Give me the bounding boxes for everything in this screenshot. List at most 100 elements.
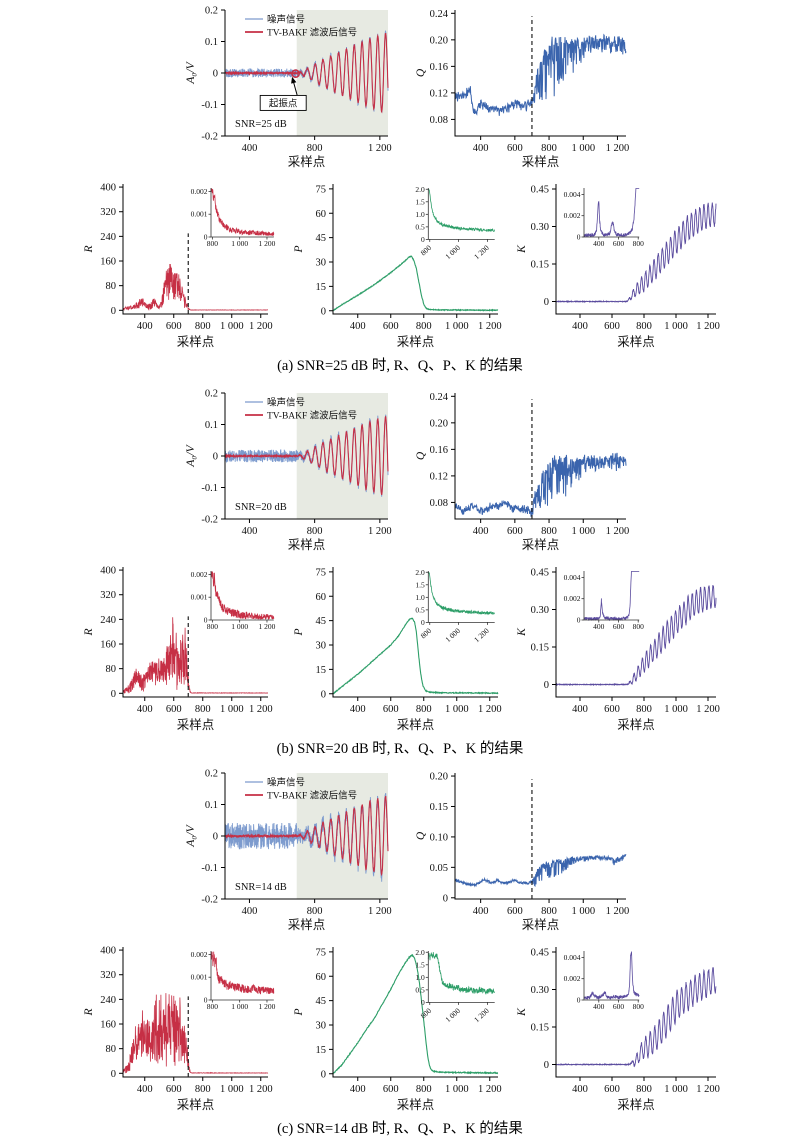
svg-text:600: 600: [383, 704, 399, 715]
svg-text:80: 80: [106, 281, 117, 292]
svg-text:0: 0: [213, 69, 218, 80]
b-p-svg: 400 600 800 1 000 1 200 0 15 30 45 60 75 P 采样点 800 1 0…: [293, 567, 502, 732]
svg-text:400: 400: [137, 321, 153, 332]
inset: 800 1 000 1 200 0 0.5 1.0 1.5 2.0: [415, 568, 495, 644]
svg-text:1 200: 1 200: [478, 1084, 502, 1095]
svg-text:0.16: 0.16: [430, 445, 448, 456]
svg-text:0.2: 0.2: [205, 389, 218, 400]
svg-text:800: 800: [416, 321, 432, 332]
chart-b-q: 400 600 800 1 000 1 200 0.08 0.12 0.16 0.20 0.24 Q…: [408, 385, 640, 553]
svg-text:采样点: 采样点: [522, 154, 560, 169]
svg-text:P: P: [293, 628, 305, 636]
svg-text:600: 600: [604, 1084, 620, 1095]
svg-text:2.0: 2.0: [415, 185, 425, 194]
svg-text:45: 45: [316, 996, 327, 1007]
svg-text:0.002: 0.002: [191, 950, 208, 959]
inset: 800 1 000 1 200 0 0.001 0.002: [191, 187, 276, 248]
c-signal-svg: 400 800 1 200 -0.2 -0.1 0 0.1 0.2 A₀/V 采样点 SNR=14 …: [185, 769, 392, 933]
svg-text:800: 800: [307, 143, 323, 154]
inset: 800 1 000 1 200 0 0.5 1.0 1.5 2.0: [415, 185, 495, 261]
svg-text:0.15: 0.15: [531, 643, 549, 654]
svg-text:0.24: 0.24: [430, 392, 449, 403]
svg-text:1 200: 1 200: [249, 321, 273, 332]
panel-a: 400 800 1 200 -0.2 -0.1 0 0.1 0.2 A₀/V 采样点 SNR=25 …: [0, 0, 800, 383]
svg-text:采样点: 采样点: [397, 717, 435, 732]
svg-text:1 000: 1 000: [445, 704, 469, 715]
svg-text:45: 45: [316, 616, 327, 627]
svg-text:1 000: 1 000: [231, 1002, 248, 1011]
svg-text:1 200: 1 200: [606, 906, 630, 917]
svg-text:160: 160: [100, 640, 116, 651]
svg-text:1 000: 1 000: [571, 906, 595, 917]
svg-text:1 200: 1 200: [606, 526, 630, 537]
svg-text:0.30: 0.30: [531, 222, 549, 233]
svg-text:1 200: 1 200: [368, 143, 392, 154]
svg-text:1.0: 1.0: [415, 210, 425, 219]
svg-text:800: 800: [207, 239, 219, 248]
caption-b: (b) SNR=20 dB 时, R、Q、P、K 的结果: [276, 741, 524, 757]
svg-text:600: 600: [613, 1002, 625, 1011]
svg-text:400: 400: [100, 946, 116, 957]
svg-text:Q: Q: [415, 831, 427, 840]
svg-text:0: 0: [321, 306, 326, 317]
svg-text:0: 0: [204, 233, 208, 242]
svg-text:160: 160: [100, 1020, 116, 1031]
inset: 800 1 000 1 200 0 0.001 0.002: [191, 950, 276, 1011]
a-r-series: [122, 263, 268, 311]
svg-text:0.002: 0.002: [564, 974, 581, 983]
chart-b-signal: 400 800 1 200 -0.2 -0.1 0 0.1 0.2 A₀/V 采样点 SNR=20 …: [178, 385, 398, 553]
svg-text:2.0: 2.0: [415, 568, 425, 577]
b-signal-series: [224, 416, 389, 495]
caption-c: (c) SNR=14 dB 时, R、Q、P、K 的结果: [277, 1121, 523, 1137]
svg-text:采样点: 采样点: [288, 537, 326, 552]
svg-text:0.45: 0.45: [531, 185, 549, 196]
b-q-svg: 400 600 800 1 000 1 200 0.08 0.12 0.16 0.20 0.24 Q…: [415, 392, 630, 552]
svg-text:0.004: 0.004: [564, 953, 581, 962]
svg-text:1 000: 1 000: [571, 143, 595, 154]
inset: 400 600 800 0 0.002 0.004: [564, 571, 644, 631]
svg-text:0.20: 0.20: [430, 418, 448, 429]
panel-c: 400 800 1 200 -0.2 -0.1 0 0.1 0.2 A₀/V 采样点 SNR=14 …: [0, 763, 800, 1144]
svg-text:采样点: 采样点: [522, 917, 560, 932]
svg-text:400: 400: [473, 526, 489, 537]
svg-text:1 000: 1 000: [231, 239, 248, 248]
svg-text:45: 45: [316, 233, 327, 244]
svg-text:600: 600: [383, 321, 399, 332]
svg-text:0.15: 0.15: [531, 260, 549, 271]
svg-text:0.1: 0.1: [205, 37, 218, 48]
svg-text:A₀/V: A₀/V: [185, 60, 197, 84]
svg-text:1 200: 1 200: [606, 143, 630, 154]
svg-text:15: 15: [316, 665, 327, 676]
svg-text:R: R: [83, 1008, 95, 1016]
svg-text:1 000: 1 000: [664, 321, 688, 332]
svg-text:0.2: 0.2: [205, 6, 218, 17]
svg-text:400: 400: [473, 906, 489, 917]
b-k-series: [555, 585, 717, 687]
svg-text:0: 0: [204, 616, 208, 625]
b-k-svg: 400 600 800 1 000 1 200 0 0.15 0.30 0.45 K 采样点 400 6…: [516, 567, 720, 732]
annotation-box: [259, 94, 307, 111]
chart-a-signal: 400 800 1 200 -0.2 -0.1 0 0.1 0.2 A₀/V 采样点 SNR=25 …: [178, 2, 398, 170]
svg-text:0.001: 0.001: [191, 593, 208, 602]
chart-a-k: 400 600 800 1 000 1 200 0 0.15 0.30 0.45 K 采样点 400 6…: [509, 178, 724, 350]
svg-text:采样点: 采样点: [177, 1097, 215, 1112]
c-p-svg: 400 600 800 1 000 1 200 0 15 30 45 60 75 P 采样点 800 1 0…: [293, 947, 502, 1112]
a-k-svg: 400 600 800 1 000 1 200 0 0.15 0.30 0.45 K 采样点 400 6…: [516, 184, 720, 349]
svg-text:600: 600: [166, 704, 182, 715]
svg-text:800: 800: [541, 143, 557, 154]
svg-text:800: 800: [207, 622, 219, 631]
a-p-series: [332, 255, 499, 312]
svg-text:R: R: [83, 628, 95, 636]
caption-a: (a) SNR=25 dB 时, R、Q、P、K 的结果: [277, 358, 523, 374]
svg-text:600: 600: [166, 1084, 182, 1095]
a-q-svg: 400 600 800 1 000 1 200 0.08 0.12 0.16 0.20 0.24 Q…: [415, 9, 630, 169]
svg-text:80: 80: [106, 1044, 117, 1055]
svg-text:320: 320: [100, 207, 116, 218]
svg-text:400: 400: [100, 183, 116, 194]
svg-text:P: P: [293, 1008, 305, 1016]
svg-text:1 200: 1 200: [368, 906, 392, 917]
svg-text:1 200: 1 200: [368, 526, 392, 537]
c-r-series: [122, 993, 269, 1074]
svg-text:0: 0: [443, 893, 448, 904]
